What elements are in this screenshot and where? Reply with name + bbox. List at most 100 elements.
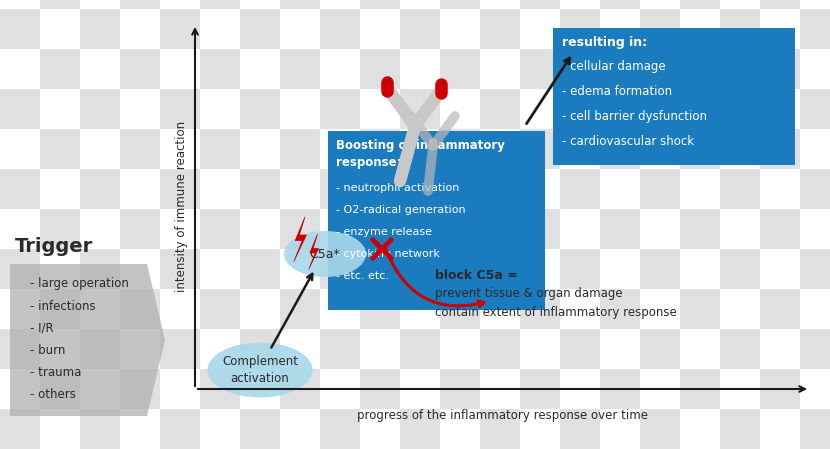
Bar <box>40 49 80 89</box>
Text: - O2-radical generation: - O2-radical generation <box>336 205 466 215</box>
Text: - I/R: - I/R <box>30 321 54 335</box>
Text: Trigger: Trigger <box>15 237 93 256</box>
Bar <box>280 9 320 49</box>
Bar <box>320 89 360 129</box>
Bar <box>320 49 360 89</box>
Bar <box>600 49 640 89</box>
Bar <box>480 169 520 209</box>
Bar <box>160 129 200 169</box>
Bar <box>360 0 400 9</box>
Ellipse shape <box>208 343 313 397</box>
Bar <box>360 329 400 369</box>
Bar <box>800 9 830 49</box>
Bar <box>800 289 830 329</box>
Text: - large operation: - large operation <box>30 277 129 291</box>
Bar <box>40 209 80 249</box>
Bar <box>40 369 80 409</box>
Bar <box>600 129 640 169</box>
Bar <box>320 129 360 169</box>
Text: C5a*: C5a* <box>310 247 340 260</box>
Text: - cytokine network: - cytokine network <box>336 249 440 259</box>
Bar <box>360 49 400 89</box>
Bar <box>200 129 240 169</box>
Bar <box>320 249 360 289</box>
Bar <box>640 49 680 89</box>
Bar <box>360 289 400 329</box>
Bar <box>280 249 320 289</box>
Bar <box>560 89 600 129</box>
Bar <box>520 169 560 209</box>
Bar <box>640 129 680 169</box>
Bar <box>120 329 160 369</box>
Bar <box>440 409 480 449</box>
Bar <box>800 89 830 129</box>
Bar <box>0 249 40 289</box>
Text: - neutrophil activation: - neutrophil activation <box>336 183 459 193</box>
Bar <box>160 89 200 129</box>
Bar <box>120 49 160 89</box>
Bar <box>640 249 680 289</box>
Bar <box>440 89 480 129</box>
Bar <box>680 129 720 169</box>
Bar <box>240 289 280 329</box>
Bar <box>640 89 680 129</box>
Bar <box>160 9 200 49</box>
Bar <box>0 409 40 449</box>
Bar <box>520 409 560 449</box>
Bar <box>440 249 480 289</box>
Bar <box>80 169 120 209</box>
Bar <box>440 49 480 89</box>
Bar <box>400 329 440 369</box>
Bar <box>720 49 760 89</box>
Bar <box>640 289 680 329</box>
Bar <box>680 289 720 329</box>
Bar <box>80 49 120 89</box>
Bar <box>440 9 480 49</box>
Bar <box>320 209 360 249</box>
Bar <box>280 329 320 369</box>
Bar <box>160 409 200 449</box>
Text: block C5a =: block C5a = <box>435 269 518 282</box>
Bar <box>240 49 280 89</box>
Text: - etc. etc.: - etc. etc. <box>336 271 389 281</box>
Bar <box>0 49 40 89</box>
Bar <box>0 289 40 329</box>
Bar <box>480 0 520 9</box>
Bar <box>680 209 720 249</box>
Bar <box>480 409 520 449</box>
Bar <box>160 209 200 249</box>
Bar <box>800 329 830 369</box>
Bar <box>200 369 240 409</box>
Text: - enzyme release: - enzyme release <box>336 227 432 237</box>
Bar <box>400 369 440 409</box>
Bar <box>80 289 120 329</box>
Text: - burn: - burn <box>30 343 66 357</box>
Bar <box>160 249 200 289</box>
Bar <box>480 329 520 369</box>
Bar <box>520 9 560 49</box>
Bar <box>600 249 640 289</box>
Bar <box>360 169 400 209</box>
Ellipse shape <box>284 231 366 277</box>
Bar <box>120 209 160 249</box>
Bar <box>440 369 480 409</box>
Bar <box>280 49 320 89</box>
Bar <box>680 9 720 49</box>
Bar <box>240 129 280 169</box>
Bar <box>240 89 280 129</box>
Bar <box>0 329 40 369</box>
Bar <box>280 169 320 209</box>
Bar <box>520 209 560 249</box>
Bar <box>40 89 80 129</box>
Bar <box>320 9 360 49</box>
Bar <box>680 329 720 369</box>
Bar <box>280 209 320 249</box>
Bar <box>120 409 160 449</box>
Bar <box>40 409 80 449</box>
Bar <box>520 289 560 329</box>
Bar <box>800 209 830 249</box>
Bar <box>120 369 160 409</box>
Bar <box>720 249 760 289</box>
Bar <box>560 0 600 9</box>
Bar <box>560 249 600 289</box>
